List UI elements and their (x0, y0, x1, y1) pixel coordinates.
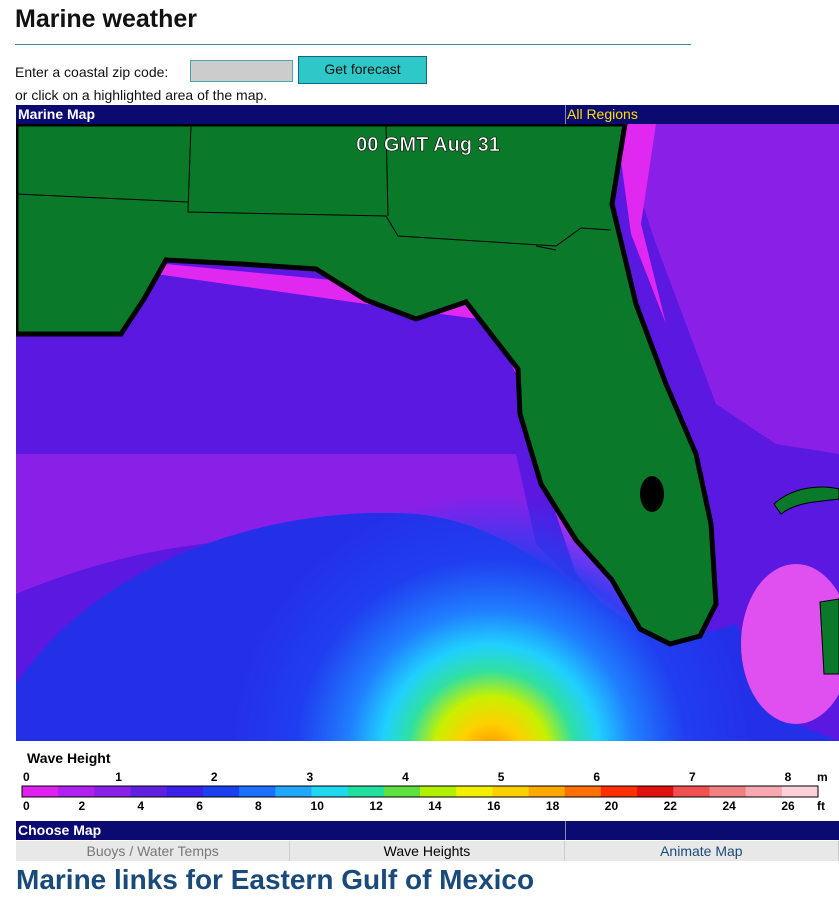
legend-swatch (383, 786, 421, 797)
meters-label: 6 (593, 770, 600, 784)
feet-label: 26 (781, 799, 795, 813)
tab[interactable]: Buoys / Water Temps (16, 841, 291, 861)
feet-label: 22 (664, 799, 678, 813)
meters-label: 8 (785, 770, 792, 784)
legend-swatch (58, 786, 95, 797)
legend: Wave Height m ft 0 1 2 3 4 5 6 7 80 2 4 6 8 10 12 14 16 1… (21, 750, 828, 813)
meters-label: 2 (211, 770, 218, 784)
map-bar: Marine Map All Regions (16, 105, 839, 124)
choose-title: Choose Map (18, 822, 102, 838)
tabs: Buoys / Water Temps Wave Heights Animate… (16, 841, 839, 861)
map-bar-title: Marine Map (18, 106, 96, 122)
feet-unit: ft (817, 799, 825, 813)
feet-label: 6 (196, 799, 203, 813)
legend-swatch (564, 786, 602, 797)
land (819, 598, 839, 675)
feet-label: 2 (79, 799, 86, 813)
feet-label: 10 (311, 799, 325, 813)
meters-label: 5 (498, 770, 505, 784)
feet-label: 12 (369, 799, 383, 813)
meters-label: 0 (23, 770, 30, 784)
title-rule (15, 44, 691, 45)
zip-input[interactable] (190, 60, 293, 82)
legend-swatch (709, 786, 747, 797)
meters-label: 3 (307, 770, 314, 784)
tab[interactable]: Animate Map (565, 841, 839, 861)
legend-frame (21, 785, 819, 798)
divider (565, 821, 566, 840)
feet-label: 20 (605, 799, 619, 813)
legend-title: Wave Height (27, 750, 111, 766)
legend-swatch (130, 786, 168, 797)
forecast-button[interactable]: Get forecast (298, 56, 427, 84)
feet-label: 14 (428, 799, 442, 813)
tab[interactable]: Wave Heights (290, 841, 565, 861)
choose-bar: Choose Map (16, 821, 839, 840)
meters-label: 7 (689, 770, 696, 784)
feet-label: 0 (23, 799, 30, 813)
page-title: Marine weather (15, 5, 198, 33)
land (16, 124, 719, 647)
legend-swatch (637, 786, 674, 797)
sea-zone (616, 124, 839, 454)
feet-label: 16 (487, 799, 501, 813)
land (773, 486, 839, 515)
legend-swatch (347, 786, 385, 797)
links-title: Marine links for Eastern Gulf of Mexico (16, 864, 535, 895)
legend-swatch (420, 786, 457, 797)
state-borders (16, 124, 612, 251)
meters-label: 1 (115, 770, 122, 784)
legend-swatch (673, 786, 710, 797)
meters-unit: m (817, 770, 828, 784)
legend-swatch (528, 786, 566, 797)
legend-swatch (781, 786, 819, 797)
legend-swatch (492, 786, 530, 797)
map-timestamp: 00 GMT Aug 31 (356, 134, 500, 156)
feet-label: 4 (137, 799, 144, 813)
lake (640, 476, 664, 512)
legend-swatch (275, 786, 312, 797)
legend-swatch (202, 786, 240, 797)
feet-label: 8 (255, 799, 262, 813)
legend-swatch (456, 786, 493, 797)
divider (565, 105, 566, 124)
legend-swatch (600, 786, 638, 797)
map-prompt: or click on a highlighted area of the ma… (15, 87, 268, 103)
legend-swatch (94, 786, 132, 797)
sea-zone (616, 124, 666, 324)
zip-prompt: Enter a coastal zip code: (15, 64, 169, 80)
all-regions-link[interactable]: All Regions (567, 106, 638, 122)
legend-swatch (166, 786, 204, 797)
legend-swatch (745, 786, 783, 797)
legend-swatch (239, 786, 276, 797)
legend-swatch (311, 786, 349, 797)
legend-swatch (22, 786, 59, 797)
meters-label: 4 (402, 770, 409, 784)
marine-map[interactable]: 00 GMT Aug 31 (16, 124, 839, 741)
feet-label: 24 (722, 799, 736, 813)
feet-label: 18 (546, 799, 560, 813)
